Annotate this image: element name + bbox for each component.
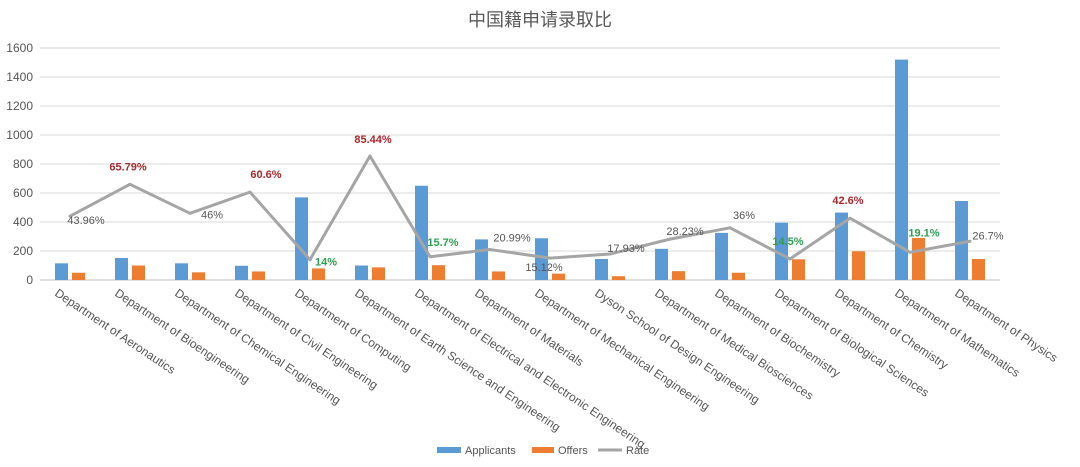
y-tick-label: 800 xyxy=(13,157,33,171)
bar-applicants xyxy=(175,263,188,280)
bar-applicants xyxy=(655,248,668,280)
x-tick-label: Department of Physics xyxy=(952,286,1060,365)
bar-offers xyxy=(192,272,205,280)
rate-data-label: 26.7% xyxy=(972,230,1003,242)
rate-point xyxy=(428,255,432,259)
bar-offers xyxy=(972,258,985,280)
legend-swatch xyxy=(532,447,554,453)
bar-applicants xyxy=(955,200,968,280)
y-axis: 0 200 400 600 800 1000 1200 1400 1600 xyxy=(6,41,33,287)
bar-offers xyxy=(612,276,625,280)
bar-applicants xyxy=(895,59,908,280)
y-tick-label: 600 xyxy=(13,186,33,200)
legend-item-applicants: Applicants xyxy=(437,445,516,457)
rate-point xyxy=(368,154,372,158)
x-tick-label: Department of Materials xyxy=(472,286,586,369)
bar-offers xyxy=(552,273,565,280)
y-tick-label: 400 xyxy=(13,215,33,229)
bar-offers xyxy=(672,271,685,280)
y-tick-label: 1200 xyxy=(6,99,33,113)
rate-point xyxy=(908,250,912,254)
bar-offers xyxy=(912,237,925,280)
rate-point xyxy=(668,237,672,241)
rate-data-label: 85.44% xyxy=(354,134,392,146)
bar-offers xyxy=(852,251,865,280)
bar-applicants xyxy=(535,238,548,280)
bar-offers xyxy=(252,271,265,280)
rate-data-label: 20.99% xyxy=(493,233,531,245)
rate-point xyxy=(848,216,852,220)
bar-offers xyxy=(792,259,805,280)
rate-data-label: 19.1% xyxy=(908,227,939,239)
bar-offers xyxy=(132,265,145,280)
rate-point xyxy=(188,211,192,215)
legend-swatch xyxy=(437,447,461,453)
bar-applicants xyxy=(715,232,728,280)
rate-point xyxy=(968,239,972,243)
legend: Applicants Offers Rate xyxy=(437,445,649,457)
rate-line xyxy=(68,154,972,262)
bar-offers xyxy=(492,271,505,280)
rate-data-label: 14% xyxy=(315,257,337,269)
rate-point xyxy=(728,226,732,230)
y-tick-label: 1400 xyxy=(6,70,33,84)
bar-offers xyxy=(312,268,325,280)
legend-label: Offers xyxy=(558,445,588,457)
bar-applicants xyxy=(835,212,848,280)
rate-data-label: 17.93% xyxy=(607,243,645,255)
rate-point xyxy=(548,256,552,260)
bar-offers xyxy=(372,267,385,280)
bar-applicants xyxy=(295,197,308,280)
x-tick-label: Department of Chemistry xyxy=(832,286,950,372)
rate-data-label: 15.12% xyxy=(525,262,563,274)
legend-item-offers: Offers xyxy=(532,445,588,457)
bar-offers xyxy=(72,272,85,280)
bars xyxy=(55,59,985,280)
rate-data-label: 15.7% xyxy=(427,237,458,249)
rate-point xyxy=(788,257,792,261)
bar-applicants xyxy=(355,265,368,280)
bar-applicants xyxy=(415,185,428,280)
bar-applicants xyxy=(115,257,128,280)
rate-series-line xyxy=(69,154,971,262)
y-tick-label: 200 xyxy=(13,244,33,258)
bar-offers xyxy=(432,265,445,280)
bar-applicants xyxy=(595,258,608,280)
y-tick-label: 1000 xyxy=(6,128,33,142)
rate-data-label: 43.96% xyxy=(67,215,105,227)
legend-label: Applicants xyxy=(465,445,516,457)
bar-applicants xyxy=(475,239,488,280)
rate-data-label: 65.79% xyxy=(109,161,147,173)
y-tick-label: 0 xyxy=(26,273,33,287)
rate-data-label: 14.5% xyxy=(772,236,803,248)
bar-applicants xyxy=(235,265,248,280)
rate-data-label: 46% xyxy=(201,209,223,221)
grid-lines xyxy=(40,47,1000,281)
rate-point xyxy=(128,182,132,186)
bar-applicants xyxy=(775,222,788,280)
rate-data-label: 42.6% xyxy=(832,195,863,207)
bar-applicants xyxy=(55,263,68,280)
rate-point xyxy=(608,252,612,256)
legend-item-rate: Rate xyxy=(598,445,649,457)
rate-data-label: 60.6% xyxy=(250,169,281,181)
bar-offers xyxy=(732,272,745,280)
rate-point xyxy=(248,190,252,194)
rate-data-label: 36% xyxy=(733,210,755,222)
rate-point xyxy=(308,258,312,262)
rate-data-label: 28.23% xyxy=(666,226,704,238)
x-tick-label: Department of Aeronautics xyxy=(52,286,178,377)
y-tick-label: 1600 xyxy=(6,41,33,55)
rate-point xyxy=(488,248,492,252)
chart-title: 中国籍申请录取比 xyxy=(468,10,612,30)
rate-labels: 43.96% 65.79% 46% 60.6% 14% 85.44% 15.7% 20.99%… xyxy=(67,134,1003,274)
rate-point xyxy=(68,214,72,218)
legend-label: Rate xyxy=(626,445,649,457)
